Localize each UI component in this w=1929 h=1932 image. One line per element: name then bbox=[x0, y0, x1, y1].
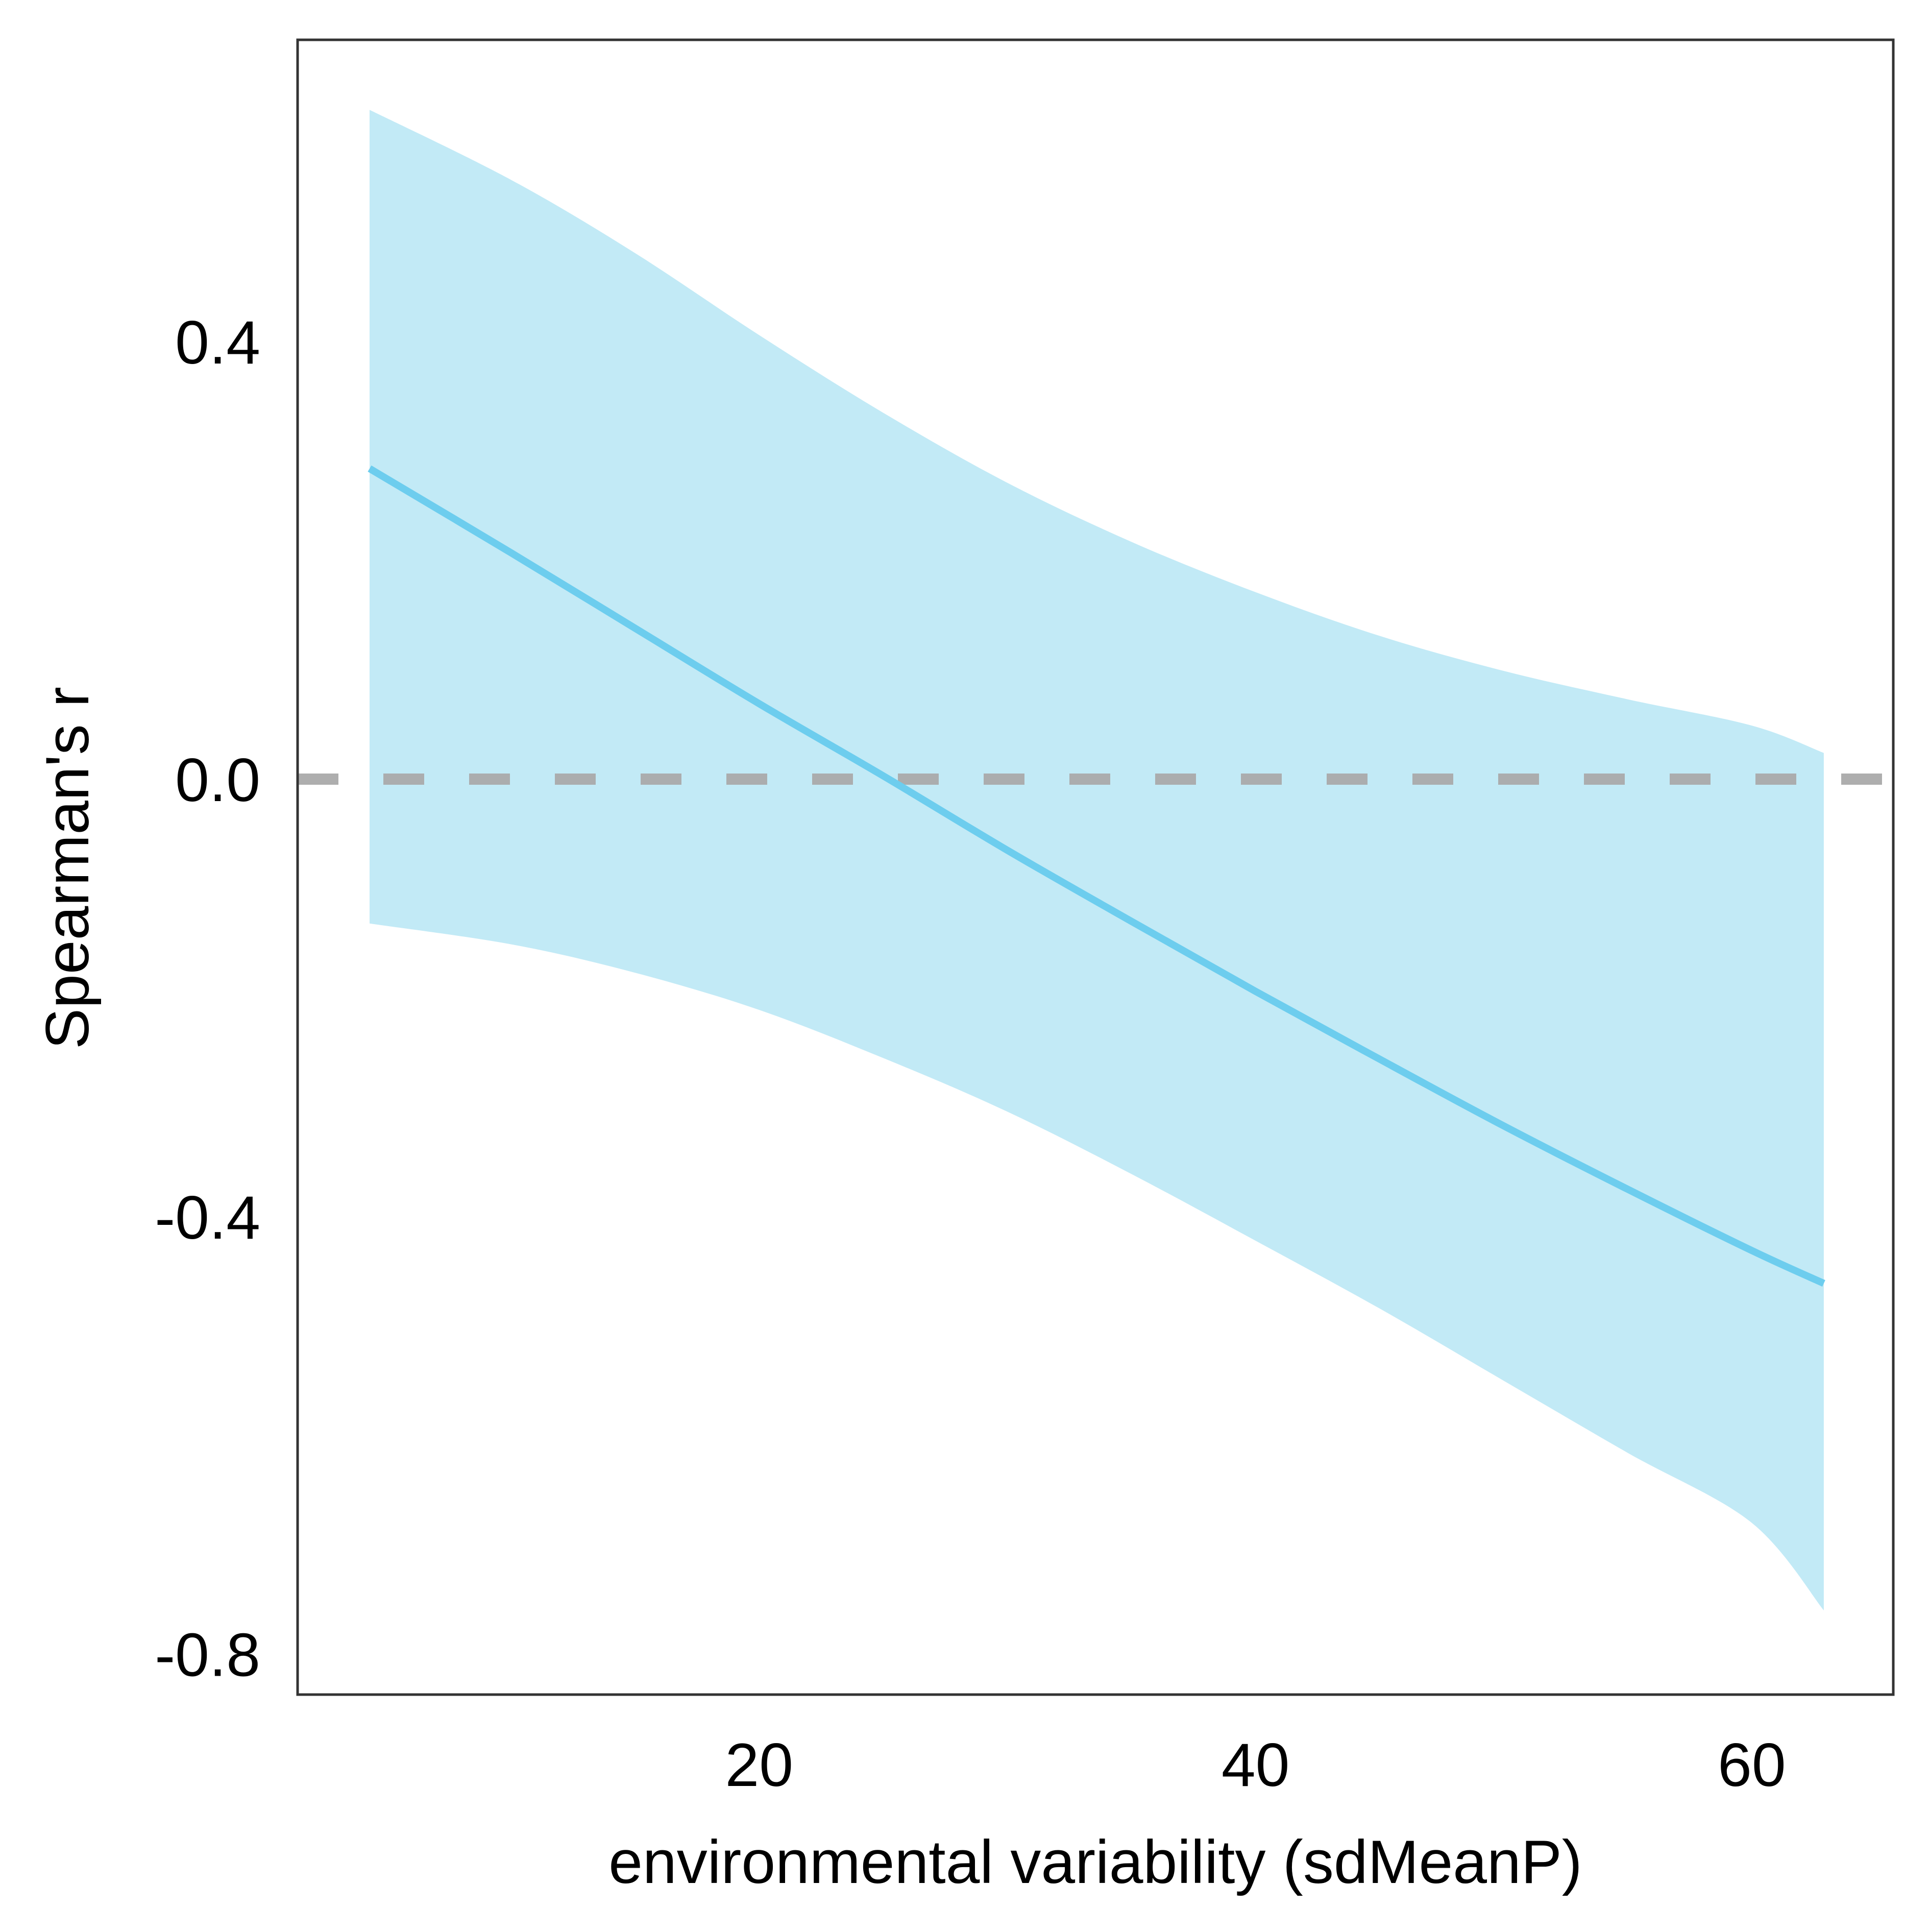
y-tick-label: -0.8 bbox=[155, 1621, 260, 1689]
plot-frame bbox=[296, 38, 1895, 1696]
y-tick-label: 0.0 bbox=[175, 746, 260, 814]
x-tick-label: 20 bbox=[725, 1731, 793, 1799]
x-tick-label: 40 bbox=[1222, 1731, 1289, 1799]
y-axis-ticks: 0.4 0.0 -0.4 -0.8 bbox=[155, 308, 260, 1689]
x-tick-label: 60 bbox=[1718, 1731, 1786, 1799]
x-axis-title: environmental variability (sdMeanP) bbox=[608, 1828, 1582, 1896]
confidence-band bbox=[370, 110, 1824, 1611]
y-tick-label: 0.4 bbox=[175, 308, 260, 377]
x-axis-ticks: 20 40 60 bbox=[725, 1731, 1786, 1799]
plot-layer bbox=[298, 110, 1893, 1611]
fit-line bbox=[368, 465, 1825, 1287]
y-tick-label: -0.4 bbox=[155, 1184, 260, 1252]
y-axis-title: Spearman's r bbox=[33, 687, 102, 1049]
